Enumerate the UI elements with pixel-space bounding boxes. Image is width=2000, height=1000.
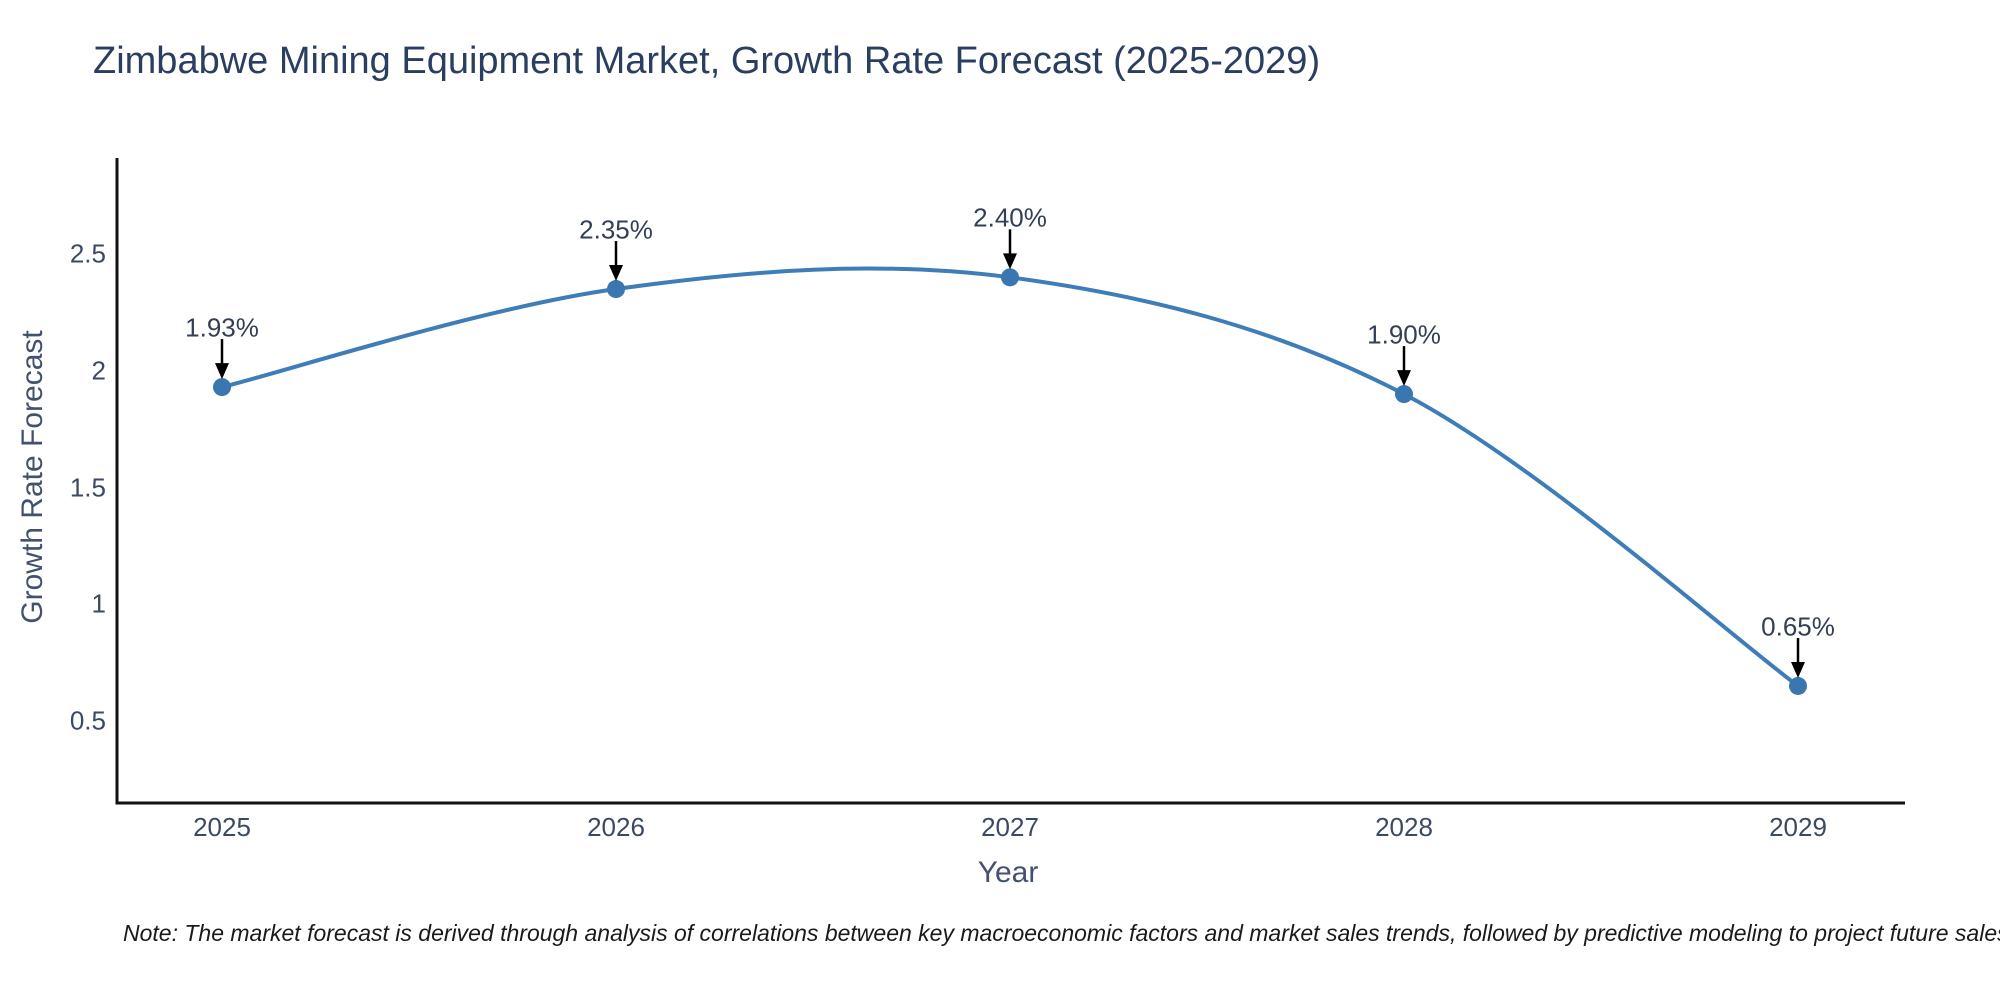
data-point-label: 1.93% — [185, 312, 259, 343]
data-point-label: 2.35% — [579, 214, 653, 245]
data-point-label: 2.40% — [973, 202, 1047, 233]
data-point-marker — [1789, 676, 1807, 695]
y-tick-label: 2.5 — [69, 238, 106, 269]
x-tick-label: 2026 — [587, 812, 645, 842]
chart-title: Zimbabwe Mining Equipment Market, Growth… — [93, 40, 1321, 82]
data-point-marker — [607, 280, 625, 299]
y-tick-label: 1 — [91, 588, 106, 619]
data-point-marker — [213, 378, 231, 397]
footnote: Note: The market forecast is derived thr… — [123, 920, 2000, 946]
x-tick-label: 2029 — [1769, 812, 1827, 842]
annotation-arrow-head — [609, 265, 623, 282]
annotation-arrow-head — [1397, 370, 1411, 387]
x-tick-label: 2028 — [1375, 812, 1433, 842]
x-tick-label: 2025 — [193, 812, 251, 842]
annotation-arrow-head — [215, 363, 229, 380]
y-tick-label: 0.5 — [69, 705, 106, 736]
data-point-label: 0.65% — [1761, 611, 1835, 642]
y-tick-label: 2 — [91, 355, 106, 386]
data-point-label: 1.90% — [1367, 319, 1441, 350]
y-tick-label: 1.5 — [69, 472, 106, 502]
x-axis-title: Year — [977, 856, 1039, 889]
x-tick-label: 2027 — [981, 812, 1039, 842]
data-point-marker — [1395, 385, 1413, 404]
forecast-line — [220, 266, 1800, 688]
annotation-arrow-head — [1791, 661, 1805, 678]
data-point-marker — [1001, 268, 1019, 287]
annotation-arrow-head — [1003, 253, 1017, 270]
